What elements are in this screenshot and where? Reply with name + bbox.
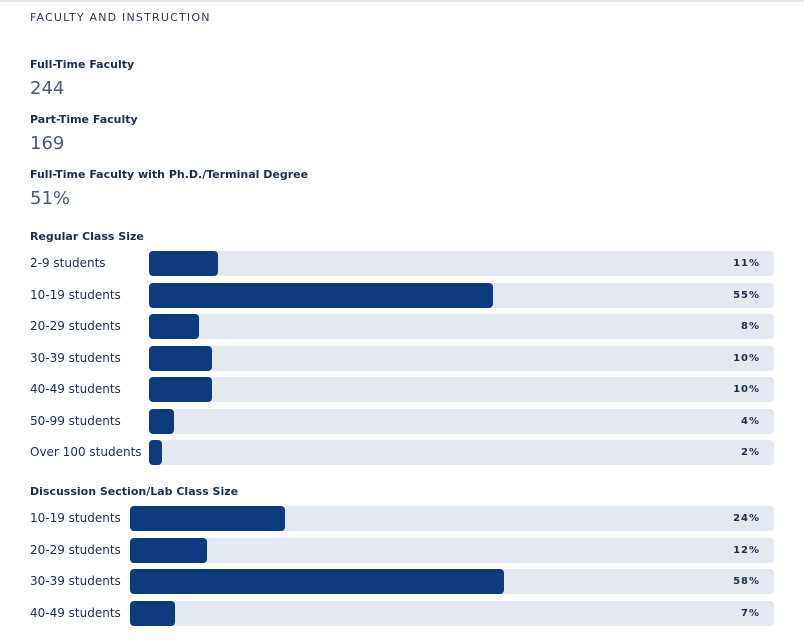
bar-label: 30-39 students	[30, 574, 121, 588]
bar-fill	[149, 282, 493, 308]
stat-label-terminal-degree: Full-Time Faculty with Ph.D./Terminal De…	[30, 168, 309, 181]
bar-fill	[149, 408, 174, 434]
bar-fill	[130, 569, 504, 594]
bar-percent: 8%	[741, 321, 760, 332]
bar-label: 10-19 students	[30, 287, 121, 302]
lab-class-size-title: Discussion Section/Lab Class Size	[30, 485, 239, 498]
top-divider	[0, 0, 804, 2]
bar-track: 11%	[149, 251, 774, 276]
bar-percent: 10%	[733, 352, 760, 364]
bar-fill	[149, 440, 162, 465]
bar-label: 40-49 students	[30, 382, 121, 396]
bar-track: 7%	[130, 600, 774, 626]
bar-fill	[149, 314, 199, 339]
bar-percent: 55%	[733, 289, 760, 301]
bar-row: Over 100 students 2%	[30, 440, 774, 465]
bar-percent: 58%	[733, 576, 760, 587]
bar-row: 20-29 students 8%	[30, 314, 774, 339]
bar-track: 10%	[149, 345, 774, 371]
bar-fill	[149, 377, 212, 402]
bar-row: 10-19 students 55%	[30, 282, 774, 308]
bar-row: 20-29 students 12%	[30, 537, 774, 563]
bar-fill	[130, 537, 207, 563]
bar-label: 20-29 students	[30, 542, 121, 557]
bar-track: 8%	[149, 314, 774, 339]
bar-percent: 11%	[733, 258, 760, 269]
bar-row: 30-39 students 10%	[30, 345, 774, 371]
stat-label-full-time-faculty: Full-Time Faculty	[30, 58, 135, 71]
stat-value-full-time-faculty: 244	[30, 78, 65, 99]
bar-track: 4%	[149, 408, 774, 434]
bar-percent: 4%	[741, 415, 760, 427]
bar-percent: 12%	[733, 544, 760, 556]
bar-track: 10%	[149, 377, 774, 402]
bar-percent: 10%	[733, 384, 760, 395]
bar-label: 20-29 students	[30, 319, 121, 333]
bar-label: 10-19 students	[30, 511, 121, 525]
bar-label: 2-9 students	[30, 256, 106, 270]
stat-value-terminal-degree: 51%	[30, 188, 71, 209]
bar-fill	[130, 506, 285, 531]
bar-row: 40-49 students 10%	[30, 377, 774, 402]
bar-percent: 7%	[741, 607, 760, 619]
bar-label: 30-39 students	[30, 350, 121, 365]
regular-class-size-title: Regular Class Size	[30, 230, 144, 243]
stat-label-part-time-faculty: Part-Time Faculty	[30, 113, 138, 126]
bar-row: 30-39 students 58%	[30, 569, 774, 594]
bar-fill	[149, 345, 212, 371]
bar-percent: 24%	[733, 513, 760, 524]
bar-track: 24%	[130, 506, 774, 531]
section-title: FACULTY AND INSTRUCTION	[30, 11, 211, 24]
bar-row: 50-99 students 4%	[30, 408, 774, 434]
bar-row: 40-49 students 7%	[30, 600, 774, 626]
bar-fill	[149, 251, 218, 276]
bar-percent: 2%	[741, 447, 760, 458]
bar-track: 2%	[149, 440, 774, 465]
bar-row: 2-9 students 11%	[30, 251, 774, 276]
bar-row: 10-19 students 24%	[30, 506, 774, 531]
bar-track: 58%	[130, 569, 774, 594]
bar-fill	[130, 600, 175, 626]
stat-value-part-time-faculty: 169	[30, 133, 65, 154]
bar-track: 12%	[130, 537, 774, 563]
bar-track: 55%	[149, 282, 774, 308]
bar-label: 40-49 students	[30, 605, 121, 620]
bar-label: 50-99 students	[30, 413, 121, 428]
bar-label: Over 100 students	[30, 445, 142, 459]
